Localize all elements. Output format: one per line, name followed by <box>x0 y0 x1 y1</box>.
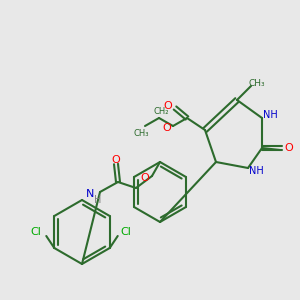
Text: NH: NH <box>262 110 278 120</box>
Text: H: H <box>94 195 102 205</box>
Text: O: O <box>141 173 149 183</box>
Text: O: O <box>163 123 171 133</box>
Text: O: O <box>112 155 120 165</box>
Text: Cl: Cl <box>31 227 42 237</box>
Text: O: O <box>285 143 293 153</box>
Text: CH₂: CH₂ <box>153 107 169 116</box>
Text: NH: NH <box>249 166 263 176</box>
Text: O: O <box>164 101 172 111</box>
Text: N: N <box>86 189 94 199</box>
Text: Cl: Cl <box>120 227 131 237</box>
Text: CH₃: CH₃ <box>249 80 265 88</box>
Text: CH₃: CH₃ <box>133 130 149 139</box>
